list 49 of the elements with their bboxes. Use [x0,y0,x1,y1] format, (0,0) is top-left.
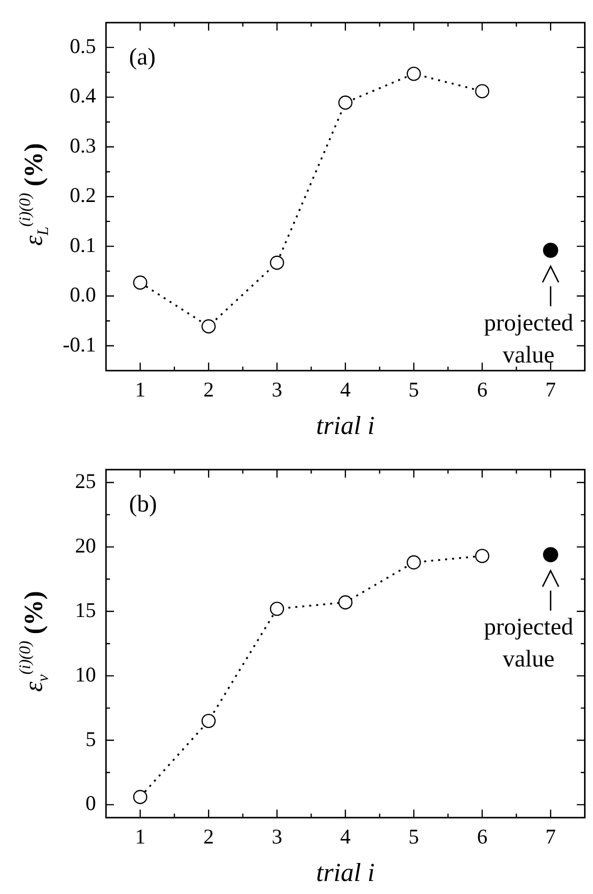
y-axis-title: εv(i)(0) (%) [17,590,52,692]
point [406,66,421,81]
x-tick-label: 1 [134,378,146,402]
x-tick-label: 7 [545,378,556,402]
y-tick-label: 0.0 [70,282,96,307]
point [543,547,558,562]
y-tick-label: 25 [75,469,96,494]
x-tick-label: 6 [476,378,488,402]
x-axis-title: trial i [316,411,375,440]
y-tick-label: 10 [75,662,96,686]
y-tick-label: 5 [86,726,96,751]
point [338,96,352,110]
y-tick-label: 0.1 [70,232,96,257]
annotation: projected value [484,614,574,673]
y-axis-title: εL(i)(0) (%) [17,143,52,246]
point [406,555,421,570]
annotation: projected value [484,310,574,368]
point [133,790,148,804]
x-tick-label: 3 [272,824,282,849]
x-tick-label: 2 [203,824,214,849]
x-tick-label: 3 [272,378,282,402]
x-tick-label: 1 [134,824,146,849]
y-tick-label: 0.3 [70,133,96,158]
point [475,548,490,564]
x-tick-label: 5 [408,378,420,402]
x-tick-label: 2 [203,378,214,402]
point [133,276,148,290]
x-tick-label: 4 [340,378,352,402]
y-tick-label: 0 [86,791,96,816]
y-tick-label: 15 [75,598,96,622]
x-tick-label: 4 [340,824,352,849]
x-tick-label: 5 [408,824,420,849]
point [202,319,216,334]
y-tick-label: 0.2 [70,183,96,208]
y-tick-label: 0.5 [70,34,96,58]
point [543,242,558,258]
x-tick-label: 7 [545,824,556,849]
point [202,714,216,728]
point [338,595,352,610]
point [475,84,490,98]
annotation: (b) [129,492,157,518]
point [270,256,284,270]
x-axis-title: trial i [316,858,375,888]
x-tick-label: 6 [476,824,488,849]
point [270,602,284,616]
y-tick-label: 20 [75,533,96,558]
annotation: (a) [129,44,156,71]
y-tick-label: -0.1 [62,332,96,356]
y-tick-label: 0.4 [70,84,96,108]
